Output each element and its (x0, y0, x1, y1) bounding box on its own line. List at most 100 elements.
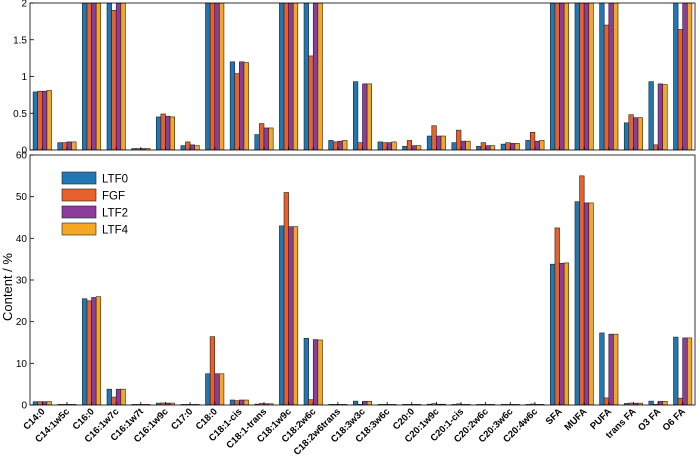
bar-main-LTF0-22 (574, 201, 580, 405)
bar-zoom-FGF-12 (332, 141, 339, 150)
bar-zoom-LTF2-8 (239, 61, 245, 150)
bar-main-FGF-2 (86, 300, 92, 405)
bar-main-LTF2-10 (288, 226, 294, 405)
bar-zoom-LTF4-12 (342, 140, 348, 150)
bar-zoom-FGF-23 (603, 24, 610, 150)
bar-zoom-FGF-26 (677, 29, 683, 150)
bar-main-LTF4-7 (219, 373, 225, 405)
bar-main-LTF4-25 (662, 400, 668, 405)
bar-main-LTF2-25 (657, 400, 663, 405)
bar-main-LTF2-7 (214, 373, 220, 405)
bar-main-LTF0-3 (106, 388, 112, 405)
bar-main-LTF0-21 (550, 263, 556, 405)
bar-main-LTF2-21 (559, 263, 565, 405)
bar-zoom-LTF2-6 (189, 144, 195, 150)
bar-main-LTF0-10 (279, 225, 285, 405)
bar-main-LTF2-8 (239, 399, 245, 405)
bar-main-LTF4-9 (268, 403, 274, 405)
bar-zoom-LTF2-12 (337, 140, 343, 150)
bar-main-LTF0-2 (82, 298, 88, 405)
bar-zoom-LTF0-16 (426, 135, 433, 150)
bar-main-FGF-21 (554, 227, 560, 405)
bar-zoom-LTF0-22 (574, 3, 580, 150)
x-tick-label: C17:0 (169, 406, 195, 432)
bar-main-FGF-23 (603, 397, 610, 405)
bar-zoom-FGF-22 (579, 3, 585, 150)
bar-main-LTF0-11 (303, 338, 309, 405)
bar-zoom-LTF0-20 (525, 140, 531, 150)
bar-main-LTF2-2 (91, 297, 97, 405)
bar-zoom-LTF2-5 (165, 115, 171, 150)
bar-zoom-FGF-17 (456, 129, 462, 150)
bar-zoom-LTF0-26 (673, 3, 679, 150)
bar-zoom-FGF-14 (382, 142, 388, 150)
zoom-ytick-label: 1 (21, 72, 27, 83)
x-tick-label: O3 FA (636, 406, 663, 433)
bar-main-LTF0-23 (599, 332, 605, 405)
bar-zoom-LTF4-15 (416, 145, 422, 150)
bar-zoom-LTF2-13 (362, 83, 368, 150)
bar-zoom-LTF0-13 (352, 81, 359, 150)
bar-zoom-LTF0-21 (550, 3, 556, 150)
x-tick-labels: C14:0C14:1w5cC16:0C16:1w7cC16:1w7tC16:1w… (21, 406, 688, 458)
main-ytick-label: 20 (16, 317, 28, 328)
bar-main-LTF0-25 (648, 400, 654, 405)
bar-zoom-FGF-15 (406, 140, 413, 150)
legend: LTF0 FGF LTF2 LTF4 (55, 165, 147, 241)
zoom-ytick-label: 1.5 (13, 35, 27, 46)
bar-main-LTF0-7 (205, 373, 211, 405)
x-tick-label: MUFA (563, 406, 590, 433)
bar-main-FGF-10 (283, 192, 289, 405)
main-ytick-label: 0 (21, 401, 27, 412)
bar-zoom-LTF4-10 (292, 3, 299, 150)
bar-zoom-LTF0-18 (476, 146, 482, 150)
zoom-panel: 0 0.5 1 1.5 2 (13, 0, 696, 157)
bar-zoom-LTF2-23 (608, 3, 614, 150)
bar-zoom-LTF4-21 (563, 3, 570, 150)
bar-zoom-LTF2-7 (214, 3, 220, 150)
bar-zoom-LTF0-1 (57, 142, 63, 150)
bar-zoom-LTF4-16 (440, 135, 446, 150)
bar-zoom-LTF0-0 (32, 91, 39, 150)
legend-label-FGF: FGF (102, 191, 125, 203)
bar-main-LTF0-26 (673, 336, 679, 405)
bar-zoom-FGF-13 (357, 142, 363, 150)
bar-zoom-LTF4-25 (662, 84, 668, 150)
bar-main-FGF-8 (234, 400, 240, 405)
bar-main-FGF-22 (579, 175, 585, 405)
bar-zoom-LTF2-25 (657, 83, 663, 150)
bar-zoom-LTF0-2 (82, 3, 88, 150)
main-ytick-label: 60 (16, 151, 28, 162)
main-ytick-label: 50 (16, 192, 28, 203)
bar-main-LTF2-23 (608, 333, 614, 405)
bar-zoom-LTF4-13 (366, 83, 373, 150)
bar-main-FGF-11 (308, 399, 314, 405)
bar-zoom-LTF0-19 (500, 143, 506, 150)
bar-zoom-LTF0-17 (451, 142, 457, 150)
bar-main-LTF0-0 (32, 401, 39, 405)
bar-zoom-FGF-0 (37, 90, 43, 150)
bar-zoom-LTF0-10 (279, 3, 285, 150)
legend-label-LTF4: LTF4 (102, 225, 129, 237)
bar-main-LTF2-0 (42, 401, 48, 405)
bar-main-LTF4-26 (686, 337, 693, 405)
bar-main-LTF2-26 (682, 337, 688, 405)
bar-zoom-LTF4-3 (120, 3, 126, 150)
bar-zoom-FGF-11 (308, 55, 314, 150)
bar-main-LTF4-0 (46, 401, 52, 405)
bar-zoom-LTF2-18 (485, 145, 491, 150)
bar-main-FGF-26 (677, 397, 683, 405)
bar-zoom-LTF0-3 (106, 3, 112, 150)
bar-zoom-LTF0-7 (205, 3, 211, 150)
bar-zoom-LTF0-9 (254, 134, 260, 150)
zoom-ytick-label: 0 (21, 146, 27, 157)
bar-zoom-LTF4-26 (686, 3, 693, 150)
bar-zoom-LTF2-24 (633, 117, 639, 150)
bar-zoom-LTF2-0 (42, 90, 48, 150)
bar-zoom-LTF4-6 (194, 145, 200, 150)
bar-zoom-LTF4-8 (243, 62, 249, 150)
bar-zoom-LTF0-15 (402, 146, 408, 150)
bar-zoom-FGF-19 (505, 142, 511, 150)
